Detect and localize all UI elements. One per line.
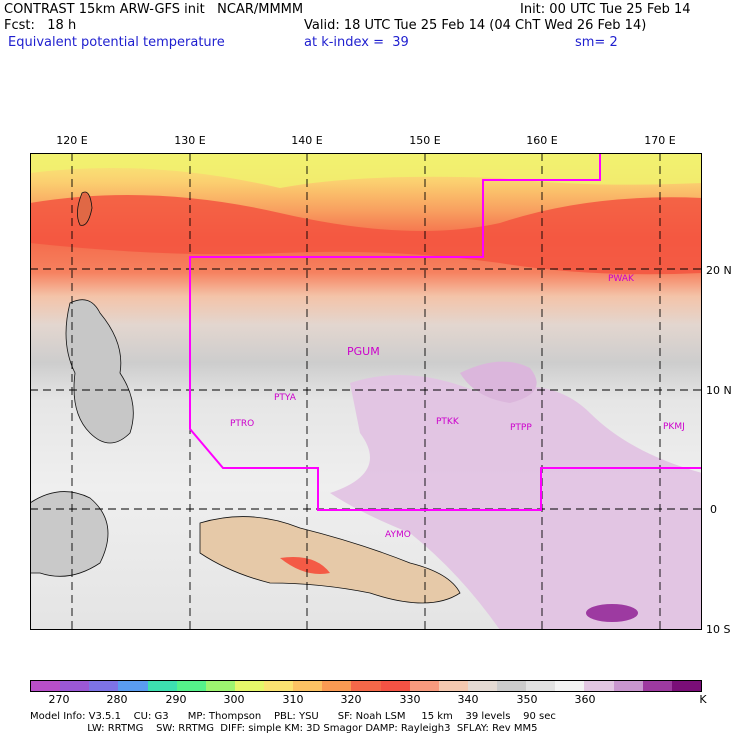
colorbar-swatch (89, 681, 119, 691)
colorbar-label: 360 (574, 693, 596, 706)
colorbar-swatch (205, 681, 235, 691)
moist-region (330, 375, 702, 630)
colorbar-label: 330 (399, 693, 421, 706)
warm-band (30, 195, 702, 275)
station-label: PTYA (274, 393, 296, 403)
colorbar-swatch (642, 681, 672, 691)
colorbar-swatch (293, 681, 323, 691)
lon-label: 170 E (644, 134, 676, 147)
colorbar-swatch (526, 681, 556, 691)
smoothing: sm= 2 (575, 35, 618, 50)
colorbar-label: 340 (457, 693, 479, 706)
map-border (30, 153, 702, 630)
philippines (65, 299, 134, 444)
init-time: Init: 00 UTC Tue 25 Feb 14 (520, 2, 691, 17)
lat-label: 10 N (706, 384, 732, 397)
lon-label: 150 E (409, 134, 441, 147)
colorbar-swatch (409, 681, 439, 691)
colorbar-swatch (351, 681, 381, 691)
valid-time: Valid: 18 UTC Tue 25 Feb 14 (04 ChT Wed … (304, 18, 647, 33)
colorbar-swatch (234, 681, 264, 691)
colorbar-swatch (60, 681, 90, 691)
station-label: PTPP (510, 423, 532, 433)
colorbar-swatch (176, 681, 206, 691)
model-info-line1: Model Info: V3.5.1 CU: G3 MP: Thompson P… (30, 711, 556, 722)
colorbar-swatch (147, 681, 177, 691)
colorbar-swatch (380, 681, 410, 691)
lat-label: 20 N (706, 264, 732, 277)
borneo (30, 491, 109, 577)
lon-label: 140 E (291, 134, 323, 147)
lon-label: 160 E (526, 134, 558, 147)
moist-region (460, 361, 537, 403)
lat-label: 0 (710, 503, 717, 516)
level-index: at k-index = 39 (304, 35, 409, 50)
fir-boundary (189, 153, 702, 511)
colorbar-label: 310 (282, 693, 304, 706)
taiwan (77, 191, 93, 226)
station-label: AYMO (385, 530, 411, 540)
colorbar-swatch (497, 681, 527, 691)
colorbar-swatch (584, 681, 614, 691)
station-label: PTRO (230, 419, 255, 429)
colorbar-swatch (264, 681, 294, 691)
forecast-hour: Fcst: 18 h (4, 18, 77, 33)
field-name: Equivalent potential temperature (8, 35, 225, 50)
lon-label: 130 E (174, 134, 206, 147)
station-label: PKMJ (663, 422, 685, 432)
colorbar-swatch (555, 681, 585, 691)
new-guinea-peak (280, 557, 330, 574)
new-guinea (199, 516, 461, 604)
colorbar-label: 350 (516, 693, 538, 706)
colorbar-swatch (613, 681, 643, 691)
colorbar-unit: K (699, 693, 707, 706)
model-title: CONTRAST 15km ARW-GFS init NCAR/MMMM (4, 2, 304, 17)
station-label: PWAK (608, 274, 634, 284)
colorbar-swatch (438, 681, 468, 691)
colorbar-swatch (322, 681, 352, 691)
station-label: PTKK (436, 417, 459, 427)
colorbar-label: 290 (165, 693, 187, 706)
colorbar-swatch (31, 681, 61, 691)
moist-core (586, 604, 638, 622)
lat-label: 10 S (706, 623, 731, 636)
station-label: PGUM (347, 345, 380, 358)
colorbar (30, 680, 702, 692)
colorbar-swatch (118, 681, 148, 691)
colorbar-label: 320 (340, 693, 362, 706)
lon-label: 120 E (56, 134, 88, 147)
colorbar-label: 300 (223, 693, 245, 706)
colorbar-swatch (467, 681, 497, 691)
model-info-line2: LW: RRTMG SW: RRTMG DIFF: simple KM: 3D … (30, 723, 538, 734)
colorbar-label: 270 (48, 693, 70, 706)
map-panel (30, 153, 702, 630)
colorbar-swatch (671, 681, 701, 691)
colorbar-label: 280 (106, 693, 128, 706)
